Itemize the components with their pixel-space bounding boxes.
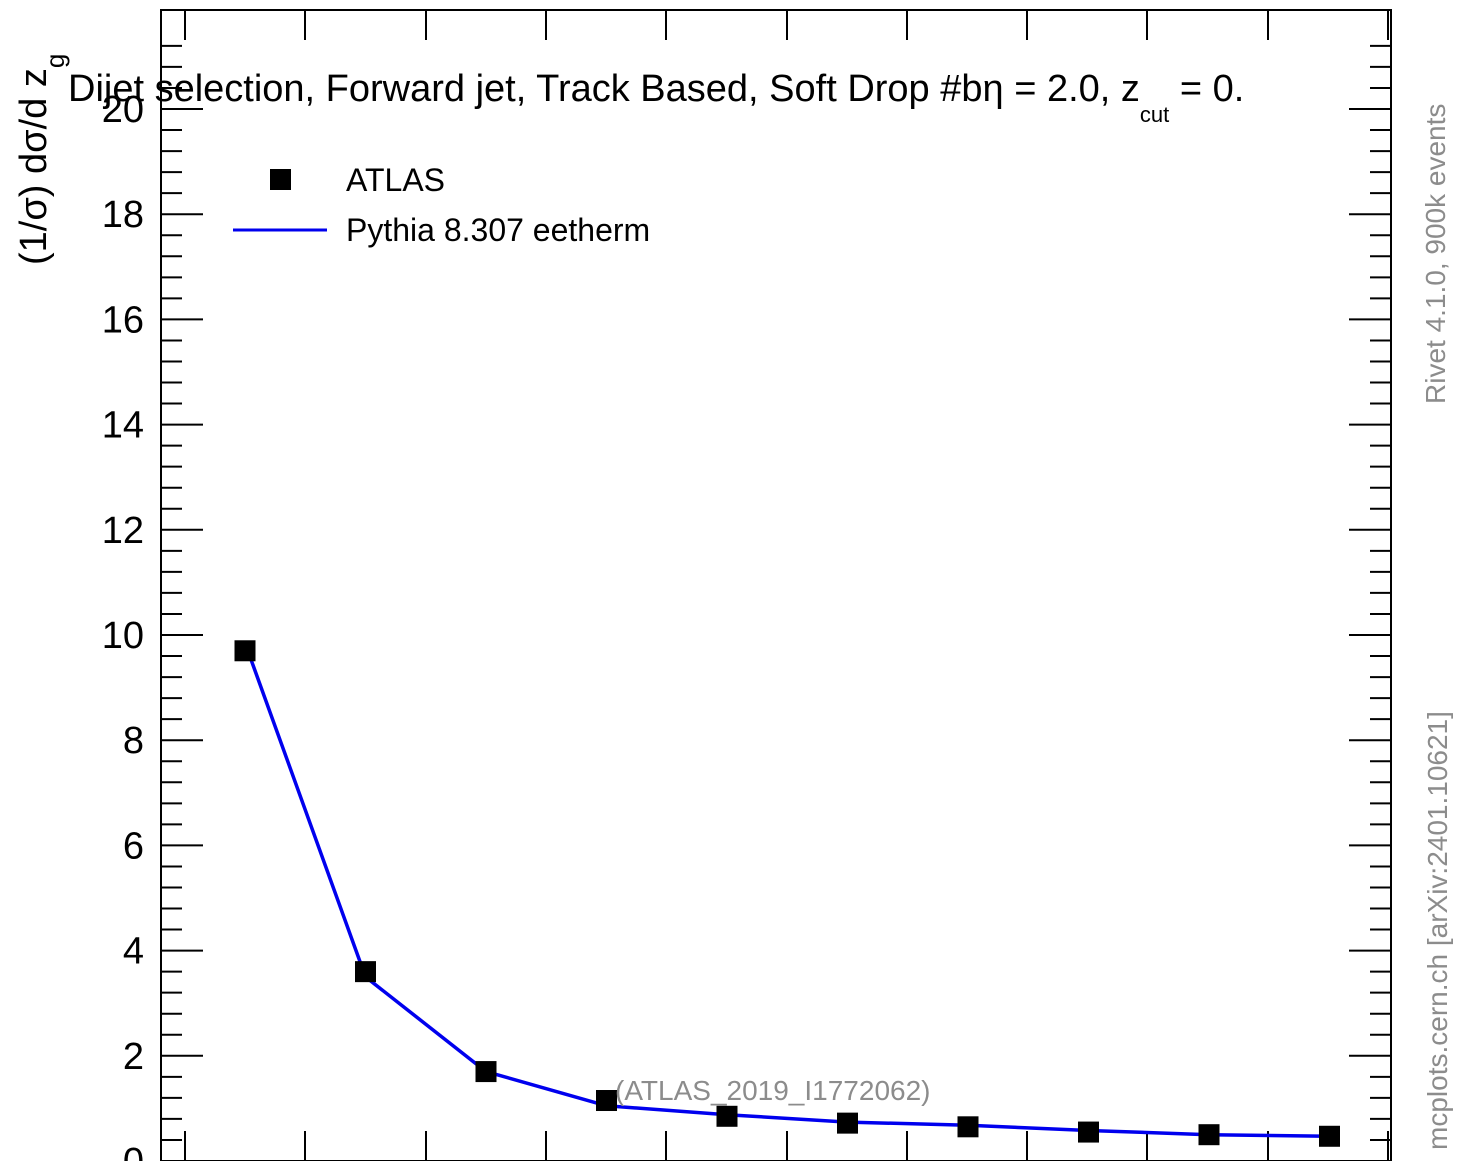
legend-marker-atlas (270, 169, 291, 190)
analysis-id-label: (ATLAS_2019_I1772062) (615, 1075, 931, 1106)
atlas-point (1319, 1125, 1340, 1147)
atlas-point (837, 1112, 858, 1134)
chart-title: Dijet selection, Forward jet, Track Base… (68, 68, 1244, 127)
rivet-version-label: Rivet 4.1.0, 900k events (1420, 104, 1451, 404)
y-tick-label: 10 (102, 615, 144, 657)
atlas-point (234, 640, 256, 662)
legend-label-atlas: ATLAS (346, 162, 445, 198)
y-axis-label: (1/σ) dσ/d zg (13, 54, 70, 265)
pythia-curve (243, 642, 1330, 1139)
plot-frame (160, 9, 1392, 1161)
y-tick-label: 14 (102, 405, 144, 447)
y-tick-label: 16 (102, 299, 144, 341)
y-tick-label: 20 (102, 89, 144, 131)
y-tick-label: 12 (102, 510, 144, 552)
y-tick-labels: 0 2 4 6 8 10 12 14 16 18 20 (102, 89, 144, 1161)
atlas-point (355, 961, 376, 983)
y-tick-label: 4 (123, 931, 144, 973)
y-tick-label: 18 (102, 194, 144, 236)
data-series (234, 640, 1340, 1147)
legend: ATLAS Pythia 8.307 eetherm (233, 162, 650, 248)
source-label: mcplots.cern.ch [arXiv:2401.10621] (1422, 711, 1453, 1150)
atlas-point (716, 1105, 738, 1127)
atlas-point (1198, 1124, 1220, 1146)
y-tick-label: 2 (123, 1036, 144, 1078)
atlas-point (1078, 1121, 1099, 1143)
atlas-point (475, 1061, 497, 1083)
axis-ticks (161, 10, 1391, 1161)
y-tick-label: 8 (123, 720, 144, 762)
atlas-point (957, 1116, 979, 1138)
atlas-point (596, 1090, 617, 1112)
y-tick-label: 0 (123, 1141, 144, 1161)
legend-label-pythia: Pythia 8.307 eetherm (346, 212, 650, 248)
y-tick-label: 6 (123, 825, 144, 867)
